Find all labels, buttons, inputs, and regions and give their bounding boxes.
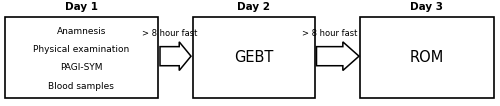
FancyBboxPatch shape (5, 17, 158, 98)
Text: Physical examination: Physical examination (33, 45, 130, 54)
Text: > 8 hour fast: > 8 hour fast (142, 29, 198, 38)
Text: Blood samples: Blood samples (48, 82, 114, 91)
Text: > 8 hour fast: > 8 hour fast (302, 29, 358, 38)
Text: ROM: ROM (410, 50, 444, 65)
Text: Day 2: Day 2 (238, 2, 270, 12)
Text: Day 3: Day 3 (410, 2, 444, 12)
Text: GEBT: GEBT (234, 50, 274, 65)
Polygon shape (160, 42, 191, 70)
FancyBboxPatch shape (192, 17, 315, 98)
Text: Day 1: Day 1 (65, 2, 98, 12)
Text: PAGI-SYM: PAGI-SYM (60, 63, 102, 73)
Text: Anamnesis: Anamnesis (56, 27, 106, 36)
FancyBboxPatch shape (360, 17, 494, 98)
Polygon shape (316, 42, 359, 70)
